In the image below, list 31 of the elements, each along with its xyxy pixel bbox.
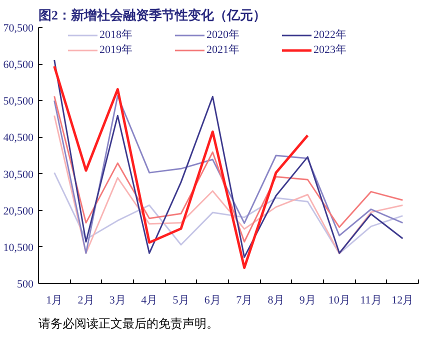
legend-label: 2019年 xyxy=(100,43,134,57)
text: 请务必阅读正文最后的免责声明。 xyxy=(38,316,218,330)
x-tick-label: 6月 xyxy=(204,294,221,306)
x-tick-label: 12月 xyxy=(392,294,414,306)
y-tick-label: 60,500 xyxy=(3,59,34,72)
x-tick-label: 1月 xyxy=(46,294,63,306)
line-series xyxy=(54,59,404,258)
y-tick-label: 50,500 xyxy=(3,96,34,108)
y-tick-label: 20,500 xyxy=(3,205,34,218)
x-tick-label: 9月 xyxy=(299,294,316,306)
y-tick-label: 30,500 xyxy=(3,168,34,181)
legend-label: 2018年 xyxy=(100,28,134,42)
legend-label: 2022年 xyxy=(314,28,348,42)
x-tick-label: 7月 xyxy=(236,294,253,306)
y-tick-label: 10,500 xyxy=(3,242,34,254)
line-series xyxy=(53,65,309,270)
legend-label: 2020年 xyxy=(206,28,240,42)
chart-title: 图2：新增社会融资季节性变化（亿元） xyxy=(38,8,266,22)
legend-label: 2021年 xyxy=(206,43,240,57)
x-tick-label: 4月 xyxy=(141,294,158,306)
x-tick-label: 11月 xyxy=(360,294,382,306)
x-tick-label: 10月 xyxy=(328,294,350,306)
line-series xyxy=(54,172,404,254)
y-tick-label: 70,500 xyxy=(3,22,34,34)
legend-label: 2023年 xyxy=(314,43,348,57)
x-tick-label: 2月 xyxy=(78,294,94,306)
y-tick-label: 40,500 xyxy=(3,132,34,144)
x-tick-label: 5月 xyxy=(172,294,190,306)
x-tick-label: 8月 xyxy=(268,294,284,306)
y-tick-label: 500 xyxy=(17,278,34,290)
x-tick-label: 3月 xyxy=(109,294,126,306)
